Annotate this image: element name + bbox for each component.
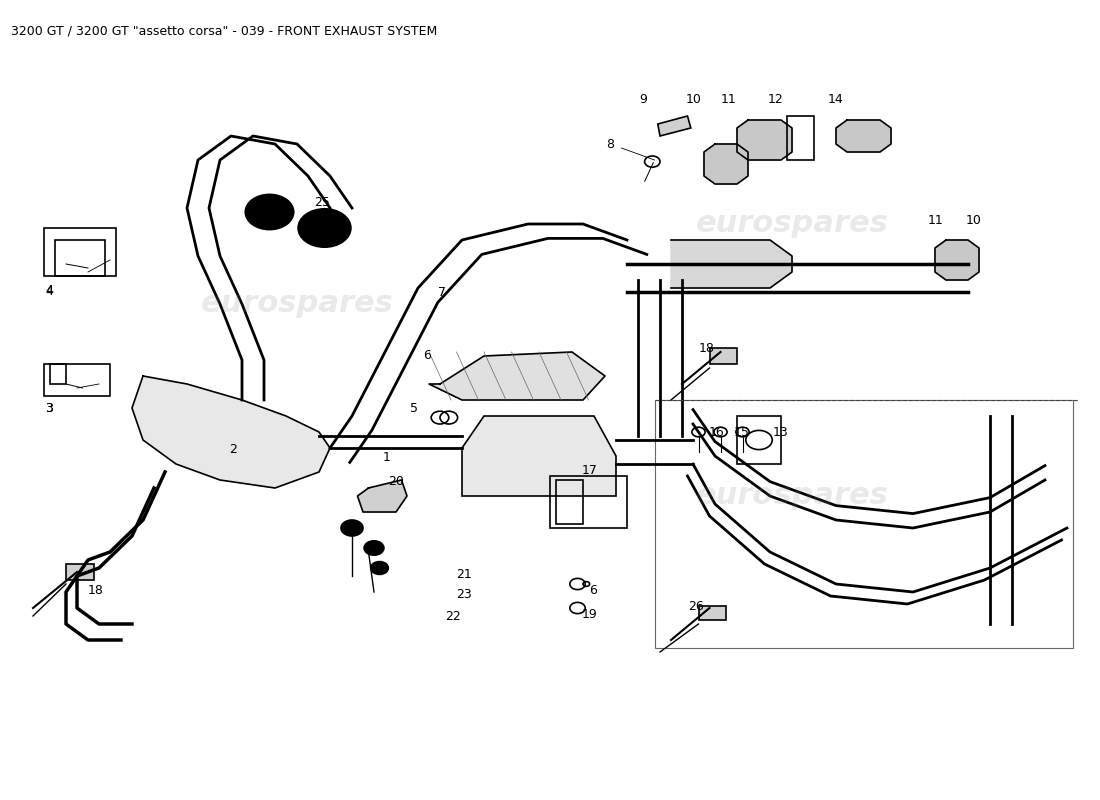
Polygon shape <box>671 240 792 288</box>
Polygon shape <box>704 144 748 184</box>
Text: eurospares: eurospares <box>200 290 394 318</box>
Bar <box>50 364 66 384</box>
Polygon shape <box>132 376 330 488</box>
Polygon shape <box>836 120 891 152</box>
Polygon shape <box>658 116 691 136</box>
Text: 14: 14 <box>828 93 844 106</box>
Text: 6: 6 <box>590 584 597 597</box>
Text: 11: 11 <box>720 93 736 106</box>
Text: 7: 7 <box>438 286 446 299</box>
Text: 6: 6 <box>424 349 431 362</box>
Text: 20: 20 <box>388 475 404 488</box>
Bar <box>654 400 1072 648</box>
Text: 15: 15 <box>734 426 749 438</box>
Bar <box>556 480 583 524</box>
Text: 22: 22 <box>446 610 461 622</box>
Polygon shape <box>429 352 605 400</box>
Text: 18: 18 <box>700 342 715 355</box>
Polygon shape <box>737 120 792 160</box>
Polygon shape <box>358 480 407 512</box>
Text: 21: 21 <box>456 568 472 581</box>
Circle shape <box>364 541 384 555</box>
Text: 3200 GT / 3200 GT "assetto corsa" - 039 - FRONT EXHAUST SYSTEM: 3200 GT / 3200 GT "assetto corsa" - 039 … <box>11 24 438 37</box>
Circle shape <box>245 194 294 230</box>
Polygon shape <box>462 416 616 496</box>
Text: 5: 5 <box>410 402 418 414</box>
Text: eurospares: eurospares <box>695 482 889 510</box>
Text: 26: 26 <box>689 600 704 613</box>
Text: 13: 13 <box>773 426 789 438</box>
Text: 1: 1 <box>383 451 390 464</box>
Bar <box>786 116 814 160</box>
Bar <box>44 228 116 276</box>
Bar <box>550 476 627 528</box>
Text: 11: 11 <box>927 214 943 227</box>
Text: 24: 24 <box>254 196 270 209</box>
Text: eurospares: eurospares <box>695 210 889 238</box>
Circle shape <box>298 209 351 247</box>
Text: 4: 4 <box>45 285 54 298</box>
Circle shape <box>341 520 363 536</box>
Text: 23: 23 <box>456 588 472 601</box>
Text: 17: 17 <box>582 464 597 477</box>
Bar <box>44 364 110 396</box>
Text: 8: 8 <box>606 138 614 150</box>
Text: 19: 19 <box>582 608 597 621</box>
Text: 2: 2 <box>229 443 236 456</box>
Bar <box>710 348 737 364</box>
Text: 10: 10 <box>686 93 702 106</box>
Text: 3: 3 <box>45 402 54 414</box>
Text: 25: 25 <box>315 196 330 209</box>
Bar <box>737 416 781 464</box>
Polygon shape <box>935 240 979 280</box>
Text: 16: 16 <box>708 426 724 438</box>
Bar <box>55 240 104 276</box>
Text: 3: 3 <box>45 402 54 414</box>
Text: 10: 10 <box>966 214 981 227</box>
Text: 4: 4 <box>45 284 54 297</box>
Text: 18: 18 <box>88 584 103 597</box>
Circle shape <box>371 562 388 574</box>
Bar <box>66 564 94 580</box>
Text: 9: 9 <box>639 93 648 106</box>
Text: 12: 12 <box>768 93 783 106</box>
Bar <box>698 606 726 620</box>
